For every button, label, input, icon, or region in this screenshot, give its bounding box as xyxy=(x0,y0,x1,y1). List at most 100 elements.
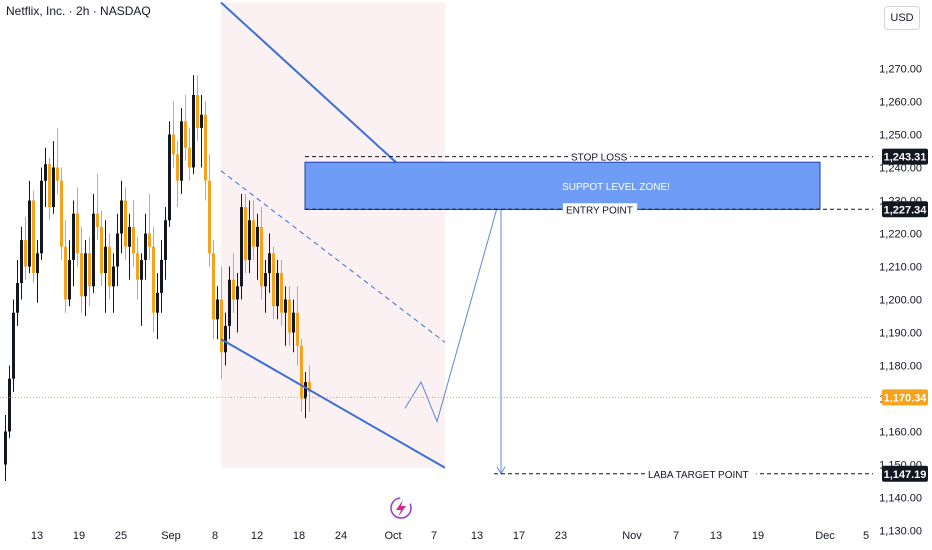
candle-body xyxy=(112,266,115,287)
candle-body xyxy=(284,299,287,313)
candle-body xyxy=(296,312,299,346)
candle-body xyxy=(168,134,171,221)
candle-body xyxy=(288,299,291,333)
candle-body xyxy=(88,253,91,287)
price-tick-label: 1,180.00 xyxy=(879,361,922,373)
time-tick-label: Oct xyxy=(384,530,401,542)
candle-body xyxy=(108,246,111,287)
support-zone[interactable]: SUPPOT LEVEL ZONE! xyxy=(304,161,821,210)
currency-button[interactable]: USD xyxy=(884,6,920,30)
candle-body xyxy=(4,431,7,465)
price-tick-label: 1,140.00 xyxy=(879,493,922,505)
time-tick-label: 19 xyxy=(752,530,764,542)
candle-body xyxy=(36,253,39,274)
price-tick-label: 1,160.00 xyxy=(879,427,922,439)
candle-body xyxy=(236,286,239,300)
candle-body xyxy=(224,325,227,353)
time-tick-label: 24 xyxy=(335,530,347,542)
candle-body xyxy=(196,94,199,128)
candle-body xyxy=(200,114,203,128)
candle-body xyxy=(176,154,179,181)
candle-body xyxy=(52,167,55,208)
lightning-icon-bolt xyxy=(396,500,406,517)
time-tick-label: 19 xyxy=(73,530,85,542)
time-tick-label: 12 xyxy=(251,530,263,542)
candle-body xyxy=(124,200,127,247)
candle-body xyxy=(212,253,215,320)
candle-body xyxy=(8,378,11,432)
channel-lower-line xyxy=(220,338,446,469)
candle-body xyxy=(276,273,279,307)
current-price-tag: 1,170.34 xyxy=(884,392,928,404)
candles xyxy=(4,75,311,481)
candle-body xyxy=(220,299,223,353)
stop-loss-label: STOP LOSS xyxy=(571,153,628,164)
candle-body xyxy=(92,213,95,287)
target-price-tag: 1,147.19 xyxy=(884,469,927,481)
candle-body xyxy=(132,226,135,254)
candle-body xyxy=(156,292,159,313)
time-tick-label: 17 xyxy=(513,530,525,542)
candle-body xyxy=(64,246,67,300)
price-axis[interactable]: 1,130.001,140.001,150.001,160.001,170.00… xyxy=(879,64,928,538)
candle-body xyxy=(128,226,131,247)
candle-body xyxy=(120,200,123,234)
candle-body xyxy=(292,312,295,333)
time-tick-label: 7 xyxy=(673,530,679,542)
lightning-icon[interactable] xyxy=(390,497,412,519)
candle-body xyxy=(56,167,59,181)
stop-loss-price-tag-bg xyxy=(882,148,928,165)
price-tick-label: 1,220.00 xyxy=(879,229,922,241)
lightning-icon-ring xyxy=(390,497,412,519)
candle-body xyxy=(228,279,231,326)
price-tick-label: 1,240.00 xyxy=(879,163,922,175)
projection-path xyxy=(404,193,502,424)
stop-loss-label-bg xyxy=(568,150,630,162)
candle-body xyxy=(148,233,151,247)
time-tick-label: 13 xyxy=(471,530,483,542)
candle-body xyxy=(244,207,247,260)
time-tick-label: 23 xyxy=(555,530,567,542)
candle-body xyxy=(136,253,139,280)
candle-body xyxy=(260,226,263,287)
candle-body xyxy=(216,299,219,320)
entry-price-tag: 1,227.34 xyxy=(884,204,928,216)
time-tick-label: Sep xyxy=(161,530,181,542)
price-tick-label: 1,190.00 xyxy=(879,328,922,340)
candle-body xyxy=(16,283,19,313)
time-tick-label: 5 xyxy=(863,530,869,542)
candle-body xyxy=(32,200,35,274)
candle-body xyxy=(164,220,167,260)
candle-body xyxy=(84,253,87,297)
candle-body xyxy=(232,279,235,300)
candle-body xyxy=(72,213,75,260)
price-tick-label: 1,210.00 xyxy=(879,262,922,274)
candle-body xyxy=(100,226,103,274)
candle-body xyxy=(104,246,107,274)
candle-body xyxy=(268,253,271,274)
candle-body xyxy=(264,273,267,287)
candle-body xyxy=(116,233,119,267)
candle-body xyxy=(20,240,23,283)
candle-body xyxy=(240,207,243,287)
candle-body xyxy=(160,259,163,293)
candle-body xyxy=(248,220,251,260)
candle-body xyxy=(80,253,83,297)
stop-loss-price-tag: 1,243.31 xyxy=(884,152,927,164)
price-tick-label: 1,250.00 xyxy=(879,130,922,142)
entry-point-label: ENTRY POINT xyxy=(566,205,633,216)
current-price-tag-bg xyxy=(882,389,928,406)
candle-body xyxy=(256,226,259,247)
time-tick-label: 13 xyxy=(710,530,722,542)
candle-body xyxy=(192,94,195,168)
time-axis[interactable]: 13 19 25 Sep 8 12 18 24 Oct 7 13 17 23 Nov 7 13 19 Dec 5 xyxy=(31,530,869,542)
entry-price-tag-bg xyxy=(882,201,928,218)
price-tick-label: 1,200.00 xyxy=(879,295,922,307)
candle-body xyxy=(96,213,99,227)
candle-body xyxy=(304,382,307,399)
candle-body xyxy=(308,382,311,392)
support-zone-label: SUPPOT LEVEL ZONE! xyxy=(562,182,670,193)
candle-body xyxy=(140,259,143,280)
time-tick-label: 25 xyxy=(115,530,127,542)
